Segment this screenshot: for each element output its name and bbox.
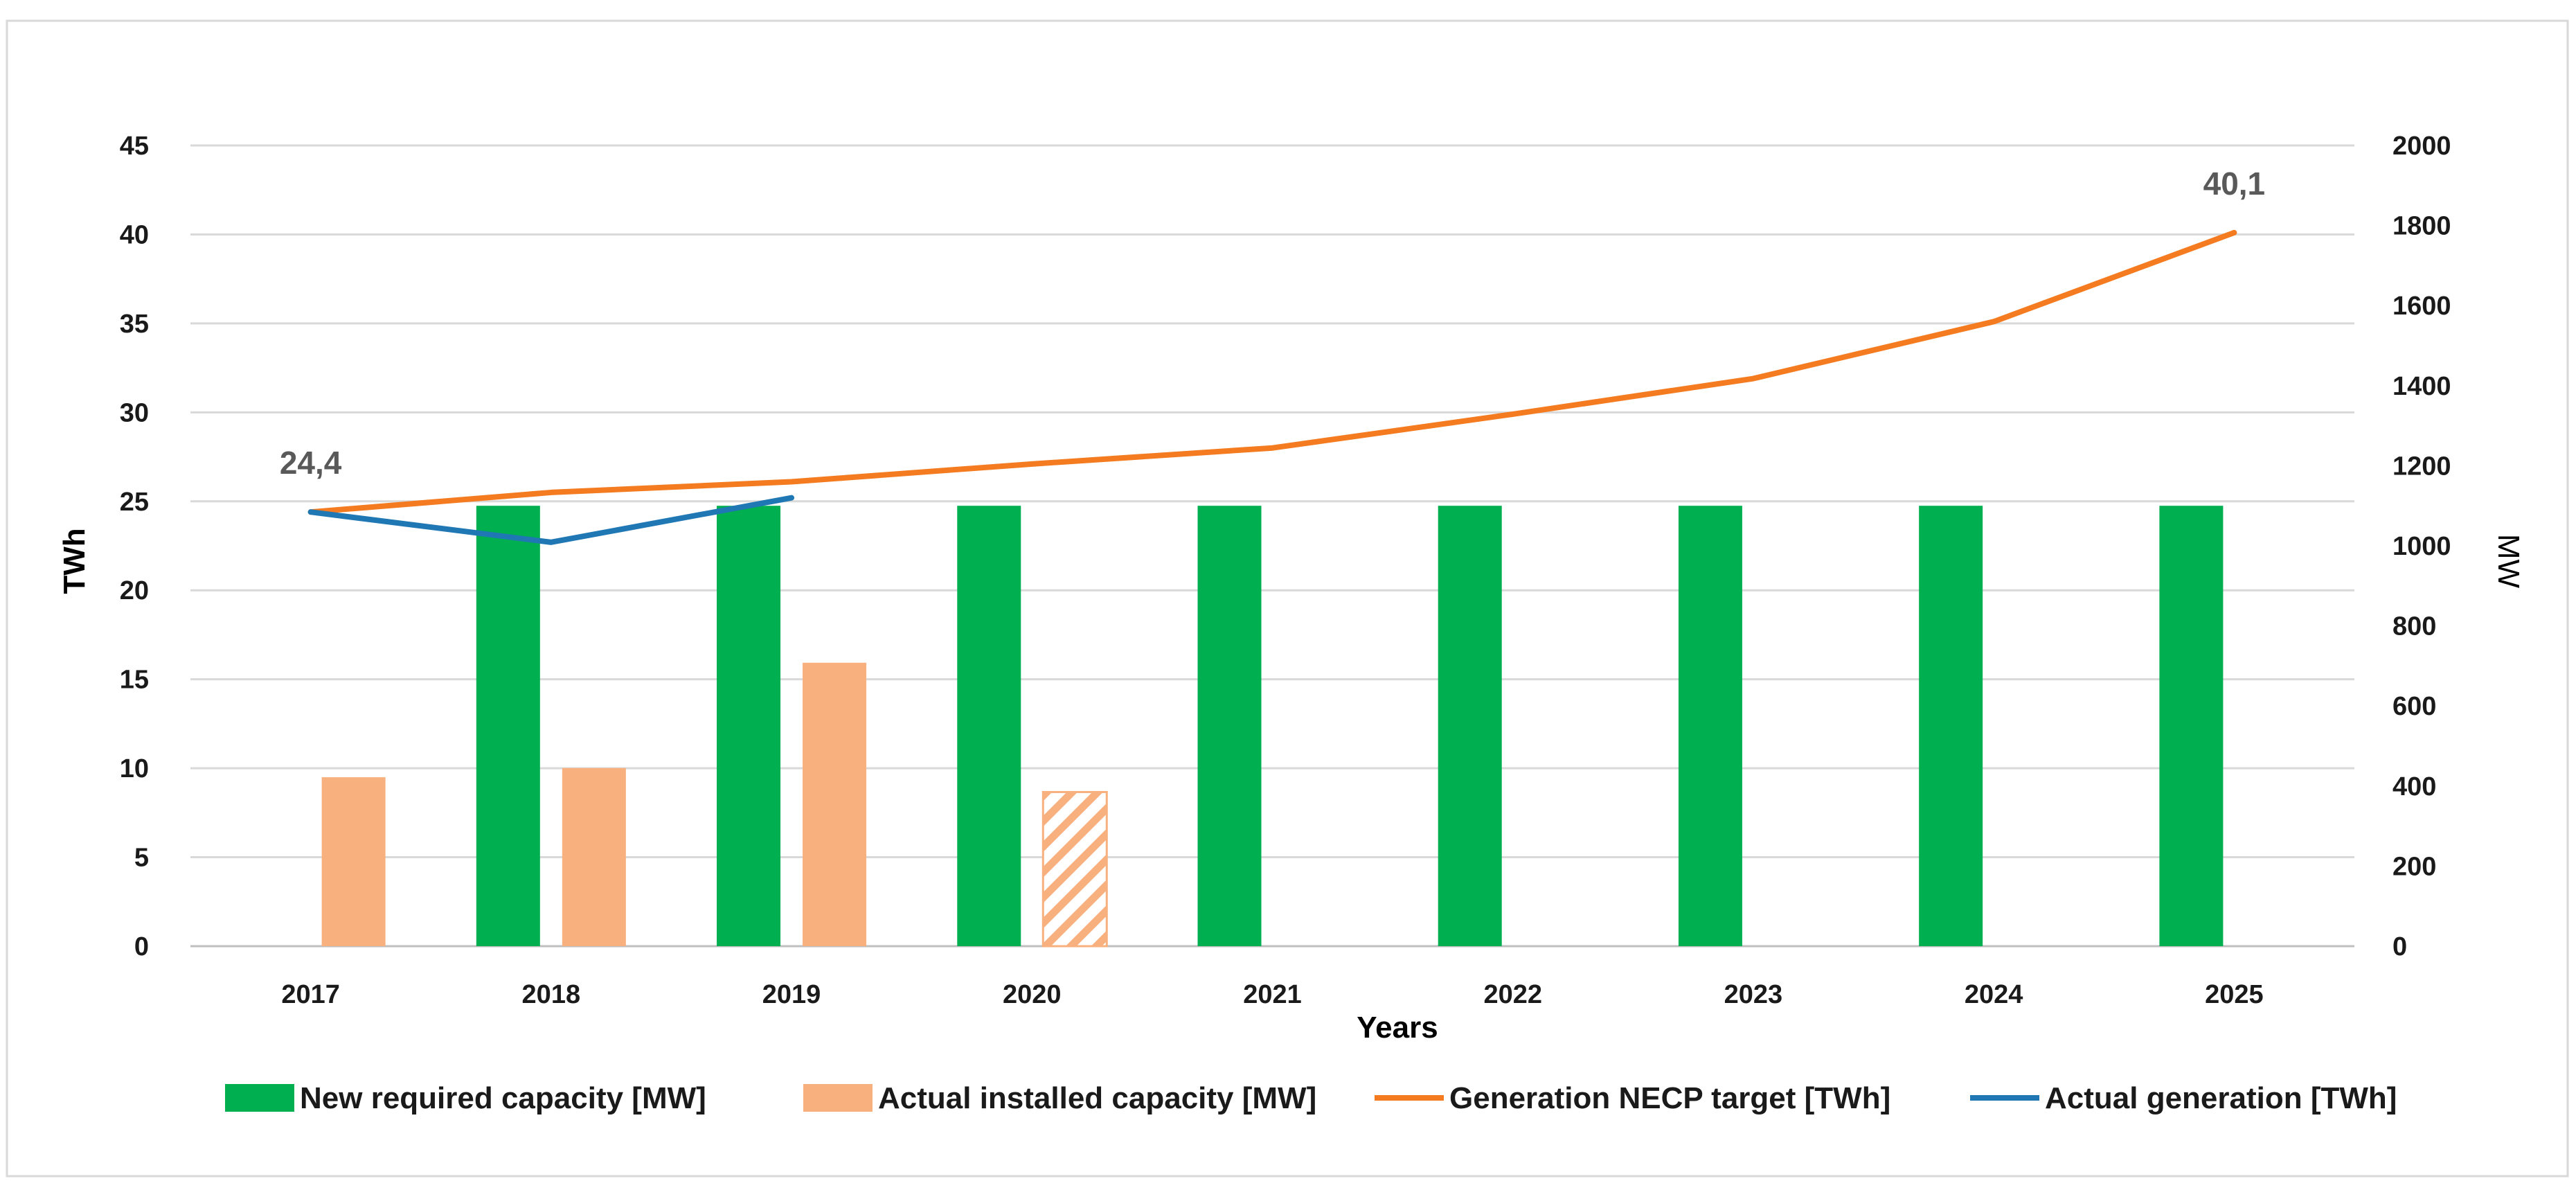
- legend-item: Generation NECP target [TWh]: [1375, 1081, 1890, 1115]
- bar-actual-installed-2020: [1041, 790, 1108, 948]
- x-tick-label: 2017: [281, 980, 340, 1009]
- left-tick-label: 0: [134, 932, 149, 961]
- right-tick-label: 600: [2392, 692, 2436, 721]
- left-tick-label: 35: [120, 310, 149, 339]
- x-tick-label: 2018: [522, 980, 581, 1009]
- chart-frame: [6, 19, 2569, 1178]
- bar-new-required-2019: [717, 506, 781, 946]
- gridlines: [190, 144, 2354, 948]
- x-axis-title: Years: [1357, 1011, 1438, 1045]
- x-tick-label: 2023: [1724, 980, 1783, 1009]
- left-tick-label: 30: [120, 398, 149, 427]
- right-tick-label: 1000: [2392, 532, 2451, 561]
- legend-label: Generation NECP target [TWh]: [1449, 1081, 1890, 1115]
- legend: New required capacity [MW] Actual install…: [225, 1081, 2397, 1115]
- right-tick-label: 1400: [2392, 372, 2451, 401]
- legend-label: New required capacity [MW]: [300, 1081, 706, 1115]
- bar-new-required-2023: [1678, 506, 1742, 946]
- right-tick-label: 1200: [2392, 452, 2451, 481]
- right-tick-label: 800: [2392, 612, 2436, 641]
- line-generation-necp-target: [307, 229, 2237, 515]
- bar-new-required-2024: [1919, 506, 1983, 946]
- right-axis-ticks: 0 200 400 600 800 1000 1200 1400 1600 1800 2000: [2392, 132, 2451, 961]
- x-tick-label: 2021: [1243, 980, 1302, 1009]
- legend-swatch: [803, 1084, 873, 1112]
- left-axis-ticks: 0 5 10 15 20 25 30 35 40 45: [120, 132, 149, 961]
- bar-new-required-2020: [957, 506, 1021, 946]
- left-tick-label: 10: [120, 754, 149, 783]
- bar-new-required-2025: [2159, 506, 2224, 946]
- line-series: [307, 229, 2237, 545]
- x-tick-label: 2019: [762, 980, 821, 1009]
- data-labels: 24,4 40,1: [280, 166, 2265, 481]
- legend-item: New required capacity [MW]: [225, 1081, 706, 1115]
- bar-new-required-2018: [476, 506, 540, 946]
- right-tick-label: 1600: [2392, 292, 2451, 321]
- bar-actual-installed-2017: [321, 777, 386, 946]
- left-tick-label: 5: [134, 844, 149, 873]
- right-tick-label: 0: [2392, 932, 2407, 961]
- left-tick-label: 40: [120, 220, 149, 249]
- right-tick-label: 200: [2392, 852, 2436, 881]
- line-actual-generation: [307, 495, 795, 545]
- x-tick-label: 2024: [1965, 980, 2023, 1009]
- data-label-2025: 40,1: [2203, 166, 2266, 202]
- bar-series: [321, 506, 2224, 948]
- bar-actual-installed-2019: [803, 662, 867, 946]
- right-tick-label: 1800: [2392, 212, 2451, 241]
- right-tick-label: 2000: [2392, 132, 2451, 161]
- bar-actual-installed-2018: [562, 767, 626, 946]
- left-tick-label: 15: [120, 666, 149, 695]
- left-tick-label: 45: [120, 132, 149, 161]
- x-tick-label: 2020: [1003, 980, 1062, 1009]
- legend-item: Actual installed capacity [MW]: [803, 1081, 1316, 1115]
- x-tick-label: 2022: [1483, 980, 1542, 1009]
- bar-new-required-2021: [1197, 506, 1262, 946]
- right-tick-label: 400: [2392, 772, 2436, 801]
- right-axis-title: MW: [2492, 534, 2525, 589]
- bar-new-required-2022: [1438, 506, 1502, 946]
- left-axis-title: TWh: [57, 528, 91, 594]
- legend-label: Actual generation [TWh]: [2045, 1081, 2397, 1115]
- x-axis-ticks: 2017 2018 2019 2020 2021 2022 2023 2024 2025: [281, 980, 2263, 1009]
- legend-swatch: [225, 1084, 294, 1112]
- x-tick-label: 2025: [2205, 980, 2264, 1009]
- data-label-2017: 24,4: [280, 445, 342, 481]
- legend-label: Actual installed capacity [MW]: [878, 1081, 1316, 1115]
- left-tick-label: 20: [120, 576, 149, 605]
- legend-item: Actual generation [TWh]: [1970, 1081, 2397, 1115]
- left-tick-label: 25: [120, 488, 149, 517]
